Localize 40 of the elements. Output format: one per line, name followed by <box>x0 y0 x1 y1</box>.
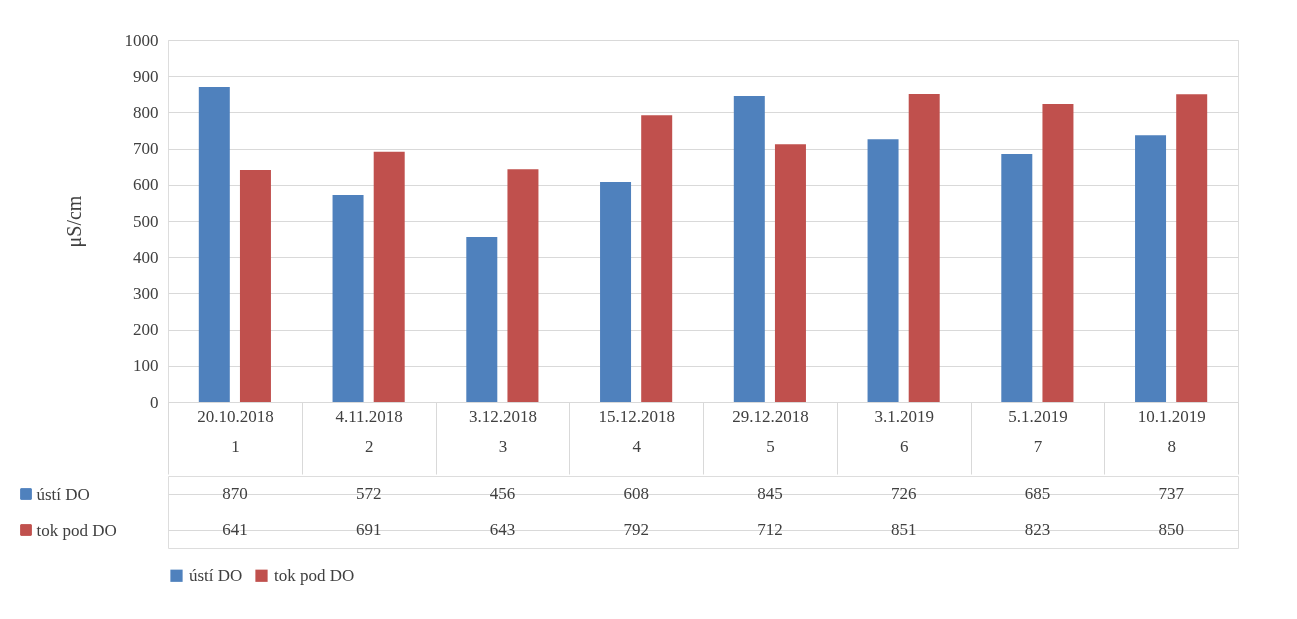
data-label: 851 <box>890 520 917 539</box>
y-tick-label: 400 <box>133 247 159 267</box>
x-tick-label: 3.12.2018 3 <box>468 406 537 456</box>
data-label: 641 <box>222 520 248 539</box>
y-tick-label: 300 <box>133 283 159 303</box>
data-label: 823 <box>1024 520 1051 539</box>
data-label: 870 <box>222 484 248 503</box>
x-tick-label: 4.11.2018 2 <box>335 406 403 456</box>
y-tick-label: 200 <box>133 320 159 340</box>
data-label: 691 <box>355 520 382 539</box>
y-tick-label: 100 <box>133 356 159 376</box>
y-tick-label: 700 <box>133 139 159 159</box>
x-tick-label: 15.12.2018 4 <box>598 406 675 456</box>
data-label: 712 <box>757 520 783 539</box>
legend-label: tok pod DO <box>274 565 355 585</box>
x-tick-label: 5.1.2019 7 <box>1008 406 1068 456</box>
y-tick-label: 900 <box>133 66 159 86</box>
data-label: 572 <box>355 484 382 503</box>
text: tok pod DO <box>36 520 117 540</box>
legend-label: ústí DO <box>36 484 90 504</box>
x-tick-label: 20.10.2018 1 <box>197 406 274 456</box>
x-tick-label: 3.1.2019 6 <box>874 406 934 456</box>
y-tick-label: 800 <box>133 102 159 122</box>
data-label: 850 <box>1158 520 1184 539</box>
y-tick-label: 0 <box>150 392 159 412</box>
data-label: 608 <box>623 484 649 503</box>
text: ústí DO <box>189 565 243 585</box>
data-label: 726 <box>890 484 917 503</box>
y-tick-label: 500 <box>133 211 159 231</box>
x-tick-label: 10.1.2019 8 <box>1137 406 1206 456</box>
data-label: 643 <box>489 520 516 539</box>
data-label: 456 <box>489 484 516 503</box>
data-label: 685 <box>1024 484 1051 503</box>
y-axis-title: μS/cm <box>62 195 86 248</box>
x-tick-label: 29.12.2018 5 <box>732 406 809 456</box>
y-tick-label: 600 <box>133 175 159 195</box>
y-tick-label: 1000 <box>124 30 159 50</box>
data-label: 737 <box>1158 484 1185 503</box>
data-label: 792 <box>623 520 649 539</box>
data-label: 845 <box>757 484 783 503</box>
